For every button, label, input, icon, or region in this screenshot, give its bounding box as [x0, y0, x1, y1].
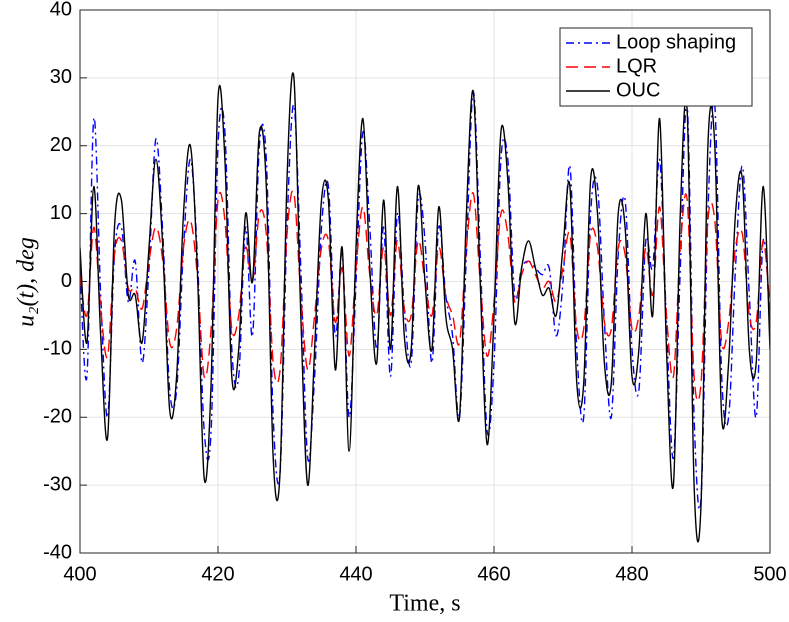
y-tick-label: 30 [50, 66, 72, 88]
x-tick-label: 440 [339, 563, 372, 585]
y-axis-label: u₂(t), deg [14, 237, 40, 327]
y-tick-label: 40 [50, 0, 72, 20]
y-tick-label: 10 [50, 202, 72, 224]
legend-label: OUC [616, 79, 660, 101]
y-tick-label: -10 [43, 338, 72, 360]
y-tick-label: 20 [50, 134, 72, 156]
y-tick-label: 0 [61, 270, 72, 292]
plot-frame [79, 9, 771, 554]
y-tick-label: -30 [43, 473, 72, 495]
x-tick-label: 500 [753, 563, 786, 585]
legend-label: Loop shaping [616, 31, 736, 53]
y-tick-label: -20 [43, 406, 72, 428]
y-tick-label: -40 [43, 541, 72, 563]
x-axis-label: Time, s [389, 591, 460, 617]
legend-label: LQR [616, 55, 657, 77]
x-tick-label: 400 [63, 563, 96, 585]
x-tick-label: 480 [615, 563, 648, 585]
x-tick-label: 420 [201, 563, 234, 585]
series-line [80, 72, 770, 543]
x-tick-label: 460 [477, 563, 510, 585]
